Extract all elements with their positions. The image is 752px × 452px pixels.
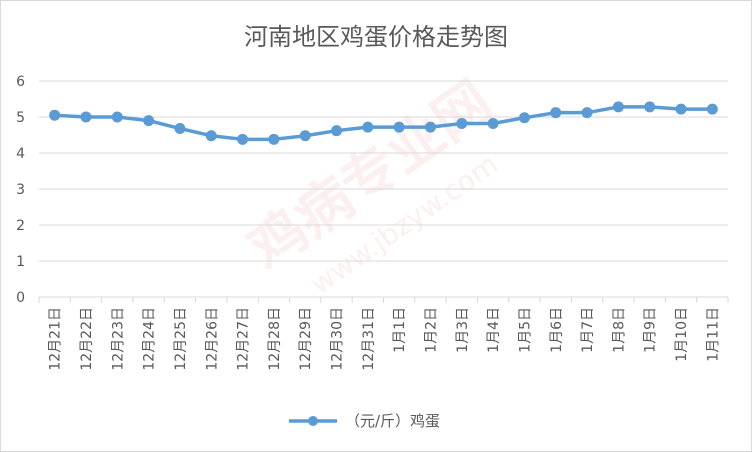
x-tick-label: 12月23日 (110, 307, 126, 371)
data-point (456, 117, 468, 129)
gridlines (38, 80, 729, 303)
data-point (143, 115, 155, 127)
x-tick-label: 12月21日 (48, 307, 64, 371)
x-tick-label: 1月5日 (517, 307, 533, 353)
x-tick-label: 12月29日 (298, 307, 314, 371)
data-point (331, 125, 343, 137)
y-tick-label: 4 (16, 146, 25, 162)
x-tick-label: 1月9日 (643, 307, 659, 353)
data-point (612, 101, 624, 113)
data-point (706, 103, 718, 115)
x-tick-label: 12月25日 (173, 307, 189, 371)
data-point (205, 130, 217, 142)
data-point (49, 109, 61, 121)
chart-title: 河南地区鸡蛋价格走势图 (244, 23, 508, 51)
data-point (518, 112, 530, 124)
y-tick-label: 1 (16, 254, 25, 270)
data-point (487, 117, 499, 129)
legend: （元/斤）鸡蛋 (289, 412, 440, 430)
data-point (237, 133, 249, 145)
x-tick-label: 12月26日 (204, 307, 220, 371)
x-tick-label: 1月4日 (486, 307, 502, 353)
x-tick-label: 12月28日 (267, 307, 283, 371)
data-point (80, 111, 92, 123)
data-point (424, 121, 436, 133)
series-layer (49, 101, 718, 145)
watermark: 鸡病专业网 www.jbzyw.com (237, 69, 504, 301)
x-tick-label: 12月31日 (361, 307, 377, 371)
legend-marker-swatch (308, 416, 318, 426)
y-tick-label: 6 (16, 74, 25, 90)
data-point (393, 121, 405, 133)
data-point (362, 121, 374, 133)
x-tick-label: 1月3日 (455, 307, 471, 353)
data-point (111, 111, 123, 123)
x-tick-label: 1月7日 (580, 307, 596, 353)
x-tick-label: 12月24日 (142, 307, 158, 371)
data-point (299, 130, 311, 142)
data-point (174, 123, 186, 135)
y-tick-label: 0 (16, 290, 25, 306)
y-tick-label: 5 (16, 110, 25, 126)
y-tick-label: 3 (16, 182, 25, 198)
x-tick-label: 1月8日 (611, 307, 627, 353)
data-point (550, 107, 562, 119)
x-tick-label: 12月22日 (79, 307, 95, 371)
data-point (581, 107, 593, 119)
legend-label: （元/斤）鸡蛋 (345, 412, 440, 430)
x-tick-label: 1月1日 (392, 307, 408, 353)
data-point (675, 103, 687, 115)
x-tick-label: 1月6日 (549, 307, 565, 353)
x-axis-tick-labels: 12月21日 12月22日 12月23日 12月24日 12月25日 12月26日 12月2… (48, 307, 722, 371)
data-point (268, 133, 280, 145)
series-line (54, 105, 713, 142)
x-tick-label: 1月11日 (705, 307, 721, 362)
x-tick-label: 1月10日 (674, 307, 690, 362)
y-axis-tick-labels: 0 1 2 3 4 5 6 (16, 74, 25, 306)
data-point (644, 101, 656, 113)
y-tick-label: 2 (16, 218, 25, 234)
x-tick-label: 12月27日 (236, 307, 252, 371)
x-tick-label: 12月30日 (330, 307, 346, 371)
x-tick-label: 1月2日 (423, 307, 439, 353)
